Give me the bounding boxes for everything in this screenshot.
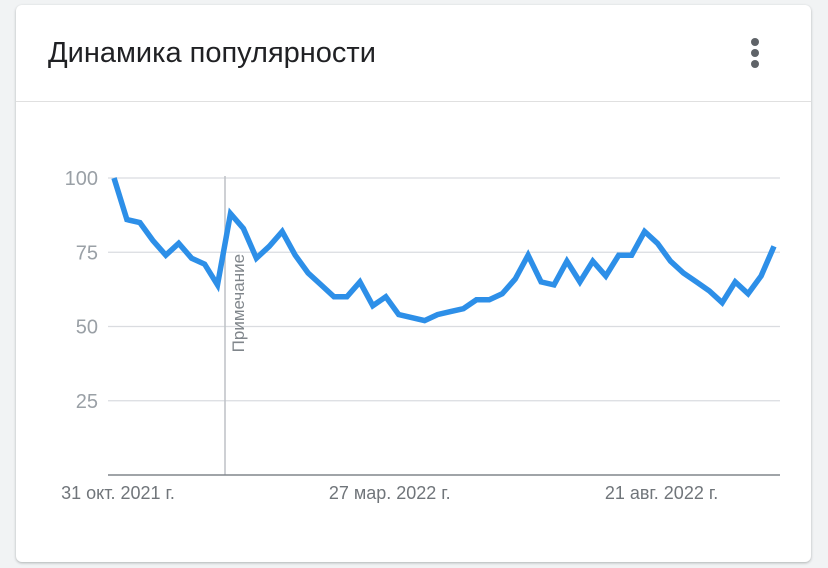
menu-dot [751, 38, 759, 46]
data-point[interactable] [668, 259, 672, 263]
data-point[interactable] [216, 283, 220, 287]
data-point[interactable] [487, 298, 491, 302]
data-point[interactable] [332, 295, 336, 299]
data-point[interactable] [112, 176, 116, 180]
data-point[interactable] [151, 238, 155, 242]
y-tick-label: 75 [76, 242, 98, 264]
data-point[interactable] [630, 253, 634, 257]
data-point[interactable] [306, 271, 310, 275]
data-point[interactable] [578, 280, 582, 284]
series-line[interactable] [111, 177, 777, 324]
data-point[interactable] [733, 280, 737, 284]
card-title: Динамика популярности [48, 37, 376, 69]
data-point[interactable] [436, 313, 440, 317]
data-point[interactable] [681, 271, 685, 275]
x-axis: 31 окт. 2021 г. 27 мар. 2022 г. 21 авг. 20… [61, 474, 780, 503]
data-point[interactable] [746, 292, 750, 296]
series-layer [111, 176, 777, 324]
data-point[interactable] [500, 292, 504, 296]
y-tick-label: 100 [65, 168, 98, 190]
popularity-card: Динамика популярности 100 75 50 25 Примечан… [16, 5, 811, 562]
data-point[interactable] [707, 289, 711, 293]
y-tick-label: 50 [76, 317, 98, 339]
data-point[interactable] [720, 301, 724, 305]
data-point[interactable] [617, 253, 621, 257]
data-point[interactable] [267, 244, 271, 248]
data-point[interactable] [410, 316, 414, 320]
data-point[interactable] [694, 280, 698, 284]
data-point[interactable] [164, 253, 168, 257]
data-point[interactable] [461, 307, 465, 311]
chart-grid: 100 75 50 25 [65, 168, 780, 413]
more-vert-icon[interactable] [740, 33, 770, 73]
menu-dot [751, 49, 759, 57]
data-point[interactable] [280, 229, 284, 233]
data-point[interactable] [513, 277, 517, 281]
data-point[interactable] [203, 262, 207, 266]
y-tick-label: 25 [76, 391, 98, 413]
data-point[interactable] [345, 295, 349, 299]
data-point[interactable] [254, 256, 258, 260]
data-point[interactable] [526, 253, 530, 257]
x-tick-label: 31 окт. 2021 г. [61, 483, 175, 503]
data-point[interactable] [565, 259, 569, 263]
menu-dot [751, 60, 759, 68]
data-point[interactable] [423, 319, 427, 323]
data-point[interactable] [552, 283, 556, 287]
data-point[interactable] [241, 226, 245, 230]
data-point[interactable] [358, 280, 362, 284]
data-point[interactable] [772, 244, 776, 248]
data-point[interactable] [591, 259, 595, 263]
card-header: Динамика популярности [16, 5, 811, 102]
data-point[interactable] [228, 212, 232, 216]
data-point[interactable] [384, 295, 388, 299]
data-point[interactable] [604, 274, 608, 278]
data-point[interactable] [448, 310, 452, 314]
data-point[interactable] [539, 280, 543, 284]
data-point[interactable] [759, 274, 763, 278]
data-point[interactable] [643, 229, 647, 233]
chart-annotation: Примечание [224, 176, 248, 475]
x-tick-label: 27 мар. 2022 г. [329, 483, 451, 503]
data-point[interactable] [138, 221, 142, 225]
data-point[interactable] [293, 253, 297, 257]
x-tick-label: 21 авг. 2022 г. [605, 483, 718, 503]
data-point[interactable] [319, 283, 323, 287]
data-point[interactable] [397, 313, 401, 317]
data-point[interactable] [125, 218, 129, 222]
data-point[interactable] [474, 298, 478, 302]
annotation-label[interactable]: Примечание [229, 254, 248, 352]
data-point[interactable] [190, 256, 194, 260]
data-point[interactable] [177, 241, 181, 245]
popularity-line-chart: 100 75 50 25 Примечание 31 окт. 2021 г. 27 м… [61, 168, 780, 503]
data-point[interactable] [656, 241, 660, 245]
data-point[interactable] [371, 304, 375, 308]
